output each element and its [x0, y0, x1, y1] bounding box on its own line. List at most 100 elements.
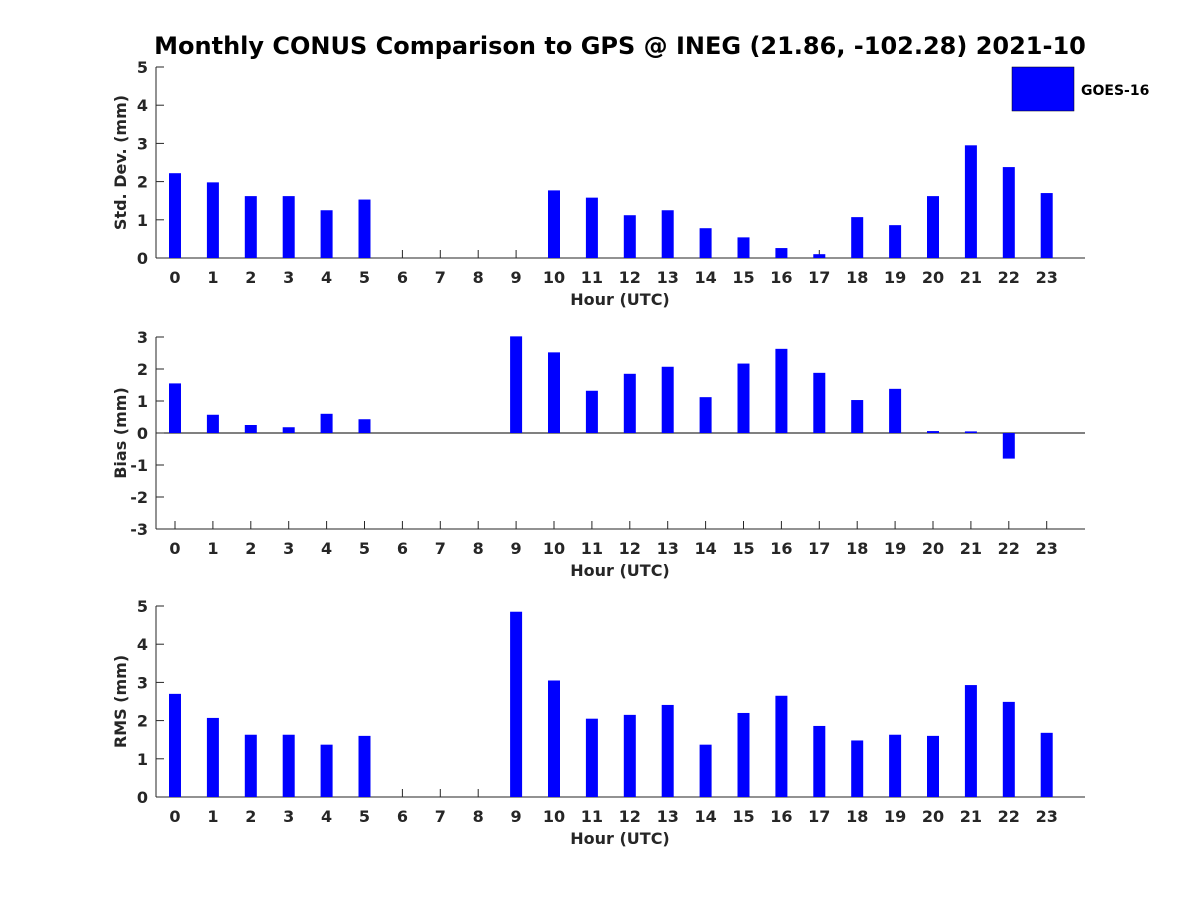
x-tick-label: 14 — [694, 807, 716, 826]
bar — [206, 717, 219, 797]
bar — [585, 718, 598, 797]
bar — [927, 735, 939, 797]
bar — [1040, 193, 1053, 258]
y-tick-label: 2 — [137, 712, 148, 731]
y-tick-label: 0 — [137, 788, 148, 807]
bar — [851, 740, 864, 797]
x-tick-label: 11 — [581, 807, 603, 826]
bar — [889, 734, 902, 797]
y-axis-label: Std. Dev. (mm) — [111, 95, 130, 230]
bar — [244, 196, 257, 258]
x-tick-label: 0 — [169, 539, 180, 558]
x-tick-label: 2 — [245, 807, 256, 826]
x-tick-label: 15 — [732, 807, 754, 826]
x-tick-label: 16 — [770, 539, 792, 558]
bar — [699, 397, 712, 433]
bar — [699, 744, 712, 797]
x-tick-label: 8 — [473, 807, 484, 826]
bar — [1002, 167, 1015, 258]
bar — [964, 431, 977, 433]
x-tick-label: 5 — [359, 807, 370, 826]
bar — [775, 695, 788, 797]
bar — [244, 734, 257, 797]
x-tick-label: 22 — [998, 807, 1020, 826]
x-tick-label: 2 — [245, 539, 256, 558]
bar — [206, 414, 219, 433]
bar — [737, 237, 750, 258]
y-tick-label: 5 — [137, 58, 148, 77]
y-tick-label: 0 — [137, 249, 148, 268]
bar — [775, 248, 788, 258]
x-tick-label: 20 — [922, 268, 944, 287]
x-tick-label: 6 — [397, 539, 408, 558]
x-axis-label: Hour (UTC) — [570, 561, 670, 580]
bar — [282, 734, 295, 797]
x-tick-label: 20 — [922, 539, 944, 558]
y-axis-label: Bias (mm) — [111, 387, 130, 479]
bar — [889, 225, 902, 258]
bar — [548, 190, 560, 258]
x-tick-label: 8 — [473, 268, 484, 287]
x-tick-label: 5 — [359, 539, 370, 558]
x-tick-label: 14 — [694, 268, 716, 287]
y-tick-label: 3 — [137, 328, 148, 347]
x-tick-label: 8 — [473, 539, 484, 558]
bar — [813, 372, 826, 433]
x-tick-label: 13 — [657, 268, 679, 287]
x-tick-label: 7 — [435, 539, 446, 558]
bar — [244, 425, 257, 433]
bar — [358, 199, 371, 258]
bar — [169, 173, 181, 258]
x-tick-label: 1 — [207, 268, 218, 287]
x-tick-label: 1 — [207, 807, 218, 826]
chart-title: Monthly CONUS Comparison to GPS @ INEG (… — [154, 32, 1086, 60]
x-tick-label: 14 — [694, 539, 716, 558]
x-tick-label: 12 — [619, 807, 641, 826]
y-tick-label: 1 — [137, 750, 148, 769]
x-tick-label: 21 — [960, 268, 982, 287]
x-tick-label: 18 — [846, 268, 868, 287]
y-tick-label: 1 — [137, 392, 148, 411]
x-tick-label: 7 — [435, 268, 446, 287]
x-tick-label: 22 — [998, 268, 1020, 287]
y-tick-label: -2 — [130, 488, 148, 507]
bar — [548, 352, 560, 433]
x-tick-label: 15 — [732, 268, 754, 287]
bar — [1040, 732, 1053, 797]
x-tick-label: 12 — [619, 268, 641, 287]
y-tick-label: 4 — [137, 96, 148, 115]
x-tick-label: 17 — [808, 807, 830, 826]
x-tick-label: 1 — [207, 539, 218, 558]
x-tick-label: 10 — [543, 807, 565, 826]
y-tick-label: 1 — [137, 211, 148, 230]
x-tick-label: 10 — [543, 539, 565, 558]
x-tick-label: 21 — [960, 807, 982, 826]
bar — [282, 427, 295, 433]
x-tick-label: 6 — [397, 807, 408, 826]
x-axis-label: Hour (UTC) — [570, 829, 670, 848]
x-tick-label: 7 — [435, 807, 446, 826]
bar — [206, 182, 219, 258]
x-tick-label: 23 — [1036, 268, 1058, 287]
bar — [851, 400, 864, 433]
bar — [813, 725, 826, 797]
bar — [927, 196, 939, 258]
y-tick-label: 0 — [137, 424, 148, 443]
x-tick-label: 11 — [581, 268, 603, 287]
x-tick-label: 0 — [169, 268, 180, 287]
y-tick-label: 5 — [137, 597, 148, 616]
bar — [623, 215, 636, 258]
x-tick-label: 12 — [619, 539, 641, 558]
bar — [851, 217, 864, 258]
bar — [813, 254, 826, 258]
x-tick-label: 18 — [846, 539, 868, 558]
x-tick-label: 4 — [321, 807, 332, 826]
x-tick-label: 20 — [922, 807, 944, 826]
x-tick-label: 2 — [245, 268, 256, 287]
bar — [623, 373, 636, 433]
bar — [548, 680, 560, 797]
x-axis-label: Hour (UTC) — [570, 290, 670, 309]
x-tick-label: 3 — [283, 268, 294, 287]
